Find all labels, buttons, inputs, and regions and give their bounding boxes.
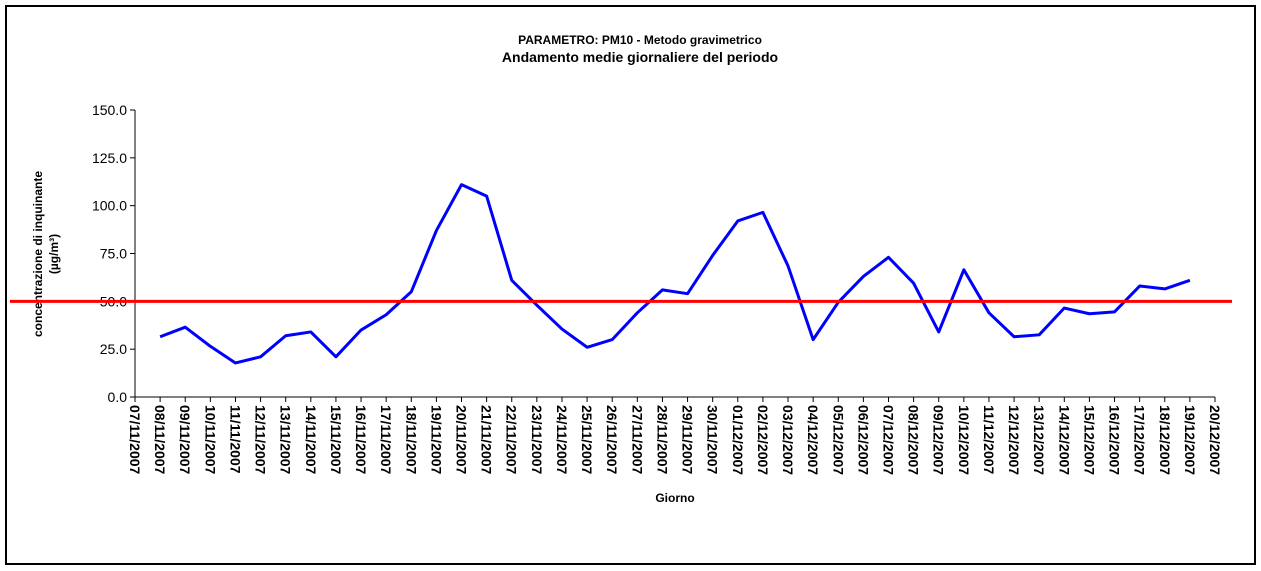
x-tick-label: 25/11/2007 — [579, 405, 595, 475]
y-axis-label: concentrazione di inquinante — [31, 171, 45, 337]
y-axis-label: (µg/m³) — [47, 234, 61, 274]
x-tick-label: 09/12/2007 — [931, 405, 947, 475]
x-tick-label: 08/11/2007 — [152, 405, 168, 475]
x-tick-label: 29/11/2007 — [680, 405, 696, 475]
x-tick-label: 01/12/2007 — [730, 405, 746, 475]
x-tick-label: 22/11/2007 — [504, 405, 520, 475]
x-tick-label: 03/12/2007 — [780, 405, 796, 475]
y-tick-label: 25.0 — [100, 341, 127, 357]
y-tick-label: 100.0 — [92, 198, 127, 214]
x-tick-label: 05/12/2007 — [830, 405, 846, 475]
x-tick-label: 10/12/2007 — [956, 405, 972, 475]
x-tick-label: 11/11/2007 — [227, 405, 243, 474]
x-tick-label: 26/11/2007 — [604, 405, 620, 475]
chart-subtitle: Andamento medie giornaliere del periodo — [502, 49, 778, 65]
x-tick-label: 17/11/2007 — [378, 405, 394, 475]
x-tick-label: 12/11/2007 — [253, 405, 269, 475]
y-tick-label: 0.0 — [108, 389, 128, 405]
x-tick-label: 23/11/2007 — [529, 405, 545, 475]
x-tick-label: 12/12/2007 — [1006, 405, 1022, 475]
x-tick-label: 07/11/2007 — [127, 405, 143, 475]
x-tick-label: 28/11/2007 — [654, 405, 670, 475]
data-line — [159, 183, 1191, 365]
x-tick-label: 13/12/2007 — [1031, 405, 1047, 475]
y-tick-label: 150.0 — [92, 102, 127, 118]
y-tick-label: 75.0 — [100, 246, 127, 262]
x-tick-label: 20/12/2007 — [1207, 405, 1223, 475]
x-tick-label: 16/12/2007 — [1107, 405, 1123, 475]
x-tick-label: 19/11/2007 — [428, 405, 444, 475]
x-tick-label: 09/11/2007 — [177, 405, 193, 475]
x-tick-label: 11/12/2007 — [981, 405, 997, 475]
x-tick-label: 14/11/2007 — [303, 405, 319, 475]
x-tick-label: 14/12/2007 — [1056, 405, 1072, 475]
x-tick-label: 17/12/2007 — [1132, 405, 1148, 475]
x-tick-label: 13/11/2007 — [278, 405, 294, 475]
x-tick-label: 07/12/2007 — [880, 405, 896, 475]
x-tick-label: 18/12/2007 — [1157, 405, 1173, 475]
x-axis-label: Giorno — [655, 491, 694, 505]
y-tick-label: 125.0 — [92, 150, 127, 166]
x-tick-label: 24/11/2007 — [554, 405, 570, 475]
x-tick-label: 27/11/2007 — [629, 405, 645, 475]
x-tick-label: 10/11/2007 — [202, 405, 218, 475]
x-tick-label: 02/12/2007 — [755, 405, 771, 475]
x-tick-label: 04/12/2007 — [805, 405, 821, 475]
x-tick-label: 15/12/2007 — [1081, 405, 1097, 475]
chart-title: PARAMETRO: PM10 - Metodo gravimetrico — [518, 33, 762, 47]
x-tick-label: 08/12/2007 — [906, 405, 922, 475]
x-tick-label: 21/11/2007 — [479, 405, 495, 475]
x-tick-label: 18/11/2007 — [403, 405, 419, 475]
x-tick-label: 20/11/2007 — [454, 405, 470, 475]
chart-border — [5, 5, 1256, 565]
x-tick-label: 19/12/2007 — [1182, 405, 1198, 475]
x-tick-label: 06/12/2007 — [855, 405, 871, 475]
x-tick-label: 30/11/2007 — [705, 405, 721, 475]
x-tick-label: 15/11/2007 — [328, 405, 344, 475]
x-tick-label: 16/11/2007 — [353, 405, 369, 475]
